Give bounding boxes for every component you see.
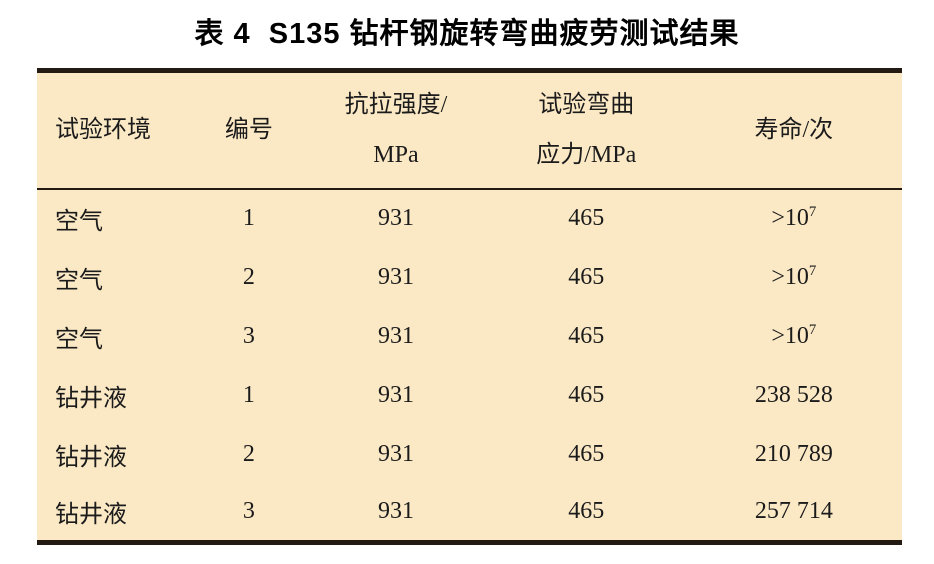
cell-stress: 465 xyxy=(568,498,605,525)
header-tensile-strength: 抗拉强度/ MPa xyxy=(305,70,487,190)
table-row: 钻井液 1 931 465 238 528 xyxy=(37,366,902,425)
life-value: 210 789 xyxy=(754,440,833,467)
fatigue-results-table: 试验环境 编号 抗拉强度/ MPa 试验弯曲 应力/MPa 寿命/次 xyxy=(37,68,902,545)
cell-life: 210 789 xyxy=(686,425,902,484)
table-row: 空气 3 931 465 >107 xyxy=(37,307,902,366)
header-specimen-number-label: 编号 xyxy=(224,117,273,144)
cell-stress: 465 xyxy=(568,205,605,231)
cell-number: 1 xyxy=(242,381,255,408)
cell-stress: 465 xyxy=(568,381,605,408)
cell-number: 1 xyxy=(242,205,255,231)
header-bending-stress: 试验弯曲 应力/MPa xyxy=(486,70,686,190)
cell-number: 3 xyxy=(242,322,255,349)
life-value: >10 xyxy=(771,205,809,231)
cell-life: 257 714 xyxy=(686,484,902,543)
cell-tensile: 931 xyxy=(377,381,414,408)
cell-environment: 钻井液 xyxy=(55,444,127,471)
cell-tensile: 931 xyxy=(377,205,414,231)
cell-environment: 空气 xyxy=(55,209,103,235)
header-life-cycles: 寿命/次 xyxy=(685,70,902,190)
header-bending-stress-line1: 试验弯曲 xyxy=(538,92,635,119)
header-tensile-strength-line2: MPa xyxy=(373,142,419,169)
cell-tensile: 931 xyxy=(377,440,414,467)
table-row: 空气 1 931 465 >107 xyxy=(37,189,902,248)
header-tensile-strength-line1: 抗拉强度/ xyxy=(344,92,448,119)
life-value: 257 714 xyxy=(754,498,833,525)
table-row: 空气 2 931 465 >107 xyxy=(37,248,902,307)
cell-tensile: 931 xyxy=(377,498,414,525)
cell-number: 3 xyxy=(242,498,255,525)
header-life-cycles-label: 寿命/次 xyxy=(754,117,834,144)
cell-number: 2 xyxy=(242,263,255,290)
table-caption: 表 4 S135 钻杆钢旋转弯曲疲劳测试结果 xyxy=(194,18,740,50)
life-value: 238 528 xyxy=(754,381,833,408)
cell-life: >107 xyxy=(686,307,902,366)
cell-life: >107 xyxy=(686,248,902,307)
cell-stress: 465 xyxy=(568,263,605,290)
cell-environment: 空气 xyxy=(55,326,103,353)
life-exponent: 7 xyxy=(808,321,817,338)
header-bending-stress-line2: 应力/MPa xyxy=(536,142,637,169)
header-row: 试验环境 编号 抗拉强度/ MPa 试验弯曲 应力/MPa 寿命/次 xyxy=(37,70,902,190)
life-exponent: 7 xyxy=(808,262,817,279)
life-exponent: 7 xyxy=(808,204,817,220)
cell-stress: 465 xyxy=(568,440,605,467)
cell-tensile: 931 xyxy=(377,263,414,290)
cell-environment: 钻井液 xyxy=(55,385,127,412)
life-value: >10 xyxy=(771,322,809,349)
cell-stress: 465 xyxy=(568,322,605,349)
cell-life: >107 xyxy=(686,189,902,248)
header-specimen-number: 编号 xyxy=(192,70,306,190)
header-test-environment: 试验环境 xyxy=(37,70,193,190)
cell-number: 2 xyxy=(242,440,255,467)
table-row: 钻井液 2 931 465 210 789 xyxy=(37,425,902,484)
header-test-environment-label: 试验环境 xyxy=(55,117,151,144)
life-value: >10 xyxy=(771,263,809,290)
table-row: 钻井液 3 931 465 257 714 xyxy=(37,484,902,543)
cell-tensile: 931 xyxy=(377,322,414,349)
cell-environment: 钻井液 xyxy=(55,502,127,529)
cell-life: 238 528 xyxy=(686,366,902,425)
cell-environment: 空气 xyxy=(55,267,103,294)
